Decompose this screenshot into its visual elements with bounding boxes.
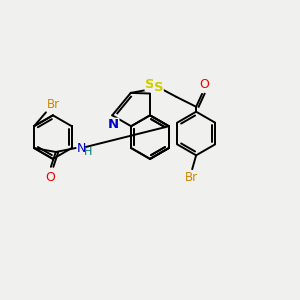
Text: O: O: [45, 171, 55, 184]
Text: H: H: [84, 147, 92, 157]
Text: N: N: [76, 142, 86, 154]
Text: Br: Br: [47, 98, 60, 111]
Text: N: N: [108, 118, 119, 131]
Text: O: O: [199, 78, 209, 91]
Text: S: S: [154, 81, 163, 94]
Text: Br: Br: [184, 171, 198, 184]
Text: S: S: [145, 78, 155, 91]
